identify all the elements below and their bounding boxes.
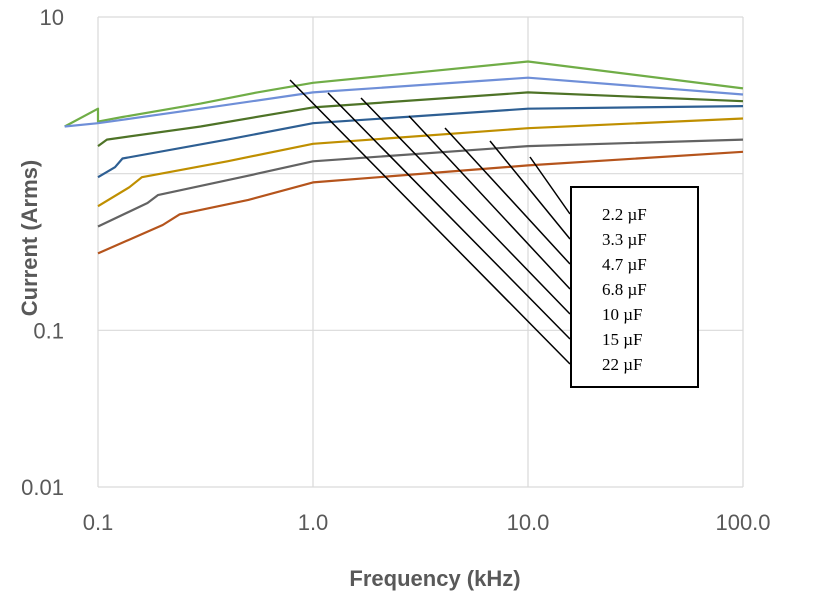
- series-line: [64, 76, 744, 128]
- y-tick-label: 0.1: [33, 318, 64, 343]
- legend-entry: 2.2 µF: [602, 205, 647, 224]
- legend-box: [570, 186, 699, 388]
- legend-entry: 4.7 µF: [602, 255, 647, 274]
- series-line: [97, 117, 744, 208]
- series-line: [97, 105, 744, 179]
- series-line: [97, 150, 744, 255]
- legend-leader-line: [360, 97, 571, 315]
- legend-leader-line: [444, 127, 571, 265]
- x-axis-title: Frequency (kHz): [349, 566, 520, 591]
- series-line: [64, 60, 744, 128]
- x-tick-label: 10.0: [507, 510, 550, 535]
- legend-leader-line: [408, 115, 571, 290]
- legend-entry: 10 µF: [602, 305, 643, 324]
- x-tick-label: 1.0: [298, 510, 329, 535]
- x-tick-label: 100.0: [715, 510, 770, 535]
- series-lines: [64, 60, 744, 255]
- legend-entry: 3.3 µF: [602, 230, 647, 249]
- legend-entry: 22 µF: [602, 355, 643, 374]
- y-tick-label: 10: [40, 5, 64, 30]
- y-tick-label: 0.01: [21, 475, 64, 500]
- series-line: [97, 138, 744, 228]
- legend-leader-line: [529, 156, 571, 215]
- legend: 2.2 µF 3.3 µF 4.7 µF 6.8 µF 10 µF 15 µF 22 µF: [570, 186, 699, 388]
- legend-entry: 15 µF: [602, 330, 643, 349]
- x-tick-label: 0.1: [83, 510, 114, 535]
- legend-leader-lines: [289, 79, 571, 365]
- legend-leader-line: [489, 140, 571, 240]
- legend-leader-line: [289, 79, 571, 365]
- legend-leader-line: [327, 92, 571, 340]
- series-line: [97, 91, 744, 147]
- legend-entry: 6.8 µF: [602, 280, 647, 299]
- tick-labels: 0.1 1.0 10.0 100.0 10 0.1 0.01: [21, 5, 770, 535]
- y-axis-title: Current (Arms): [17, 160, 42, 316]
